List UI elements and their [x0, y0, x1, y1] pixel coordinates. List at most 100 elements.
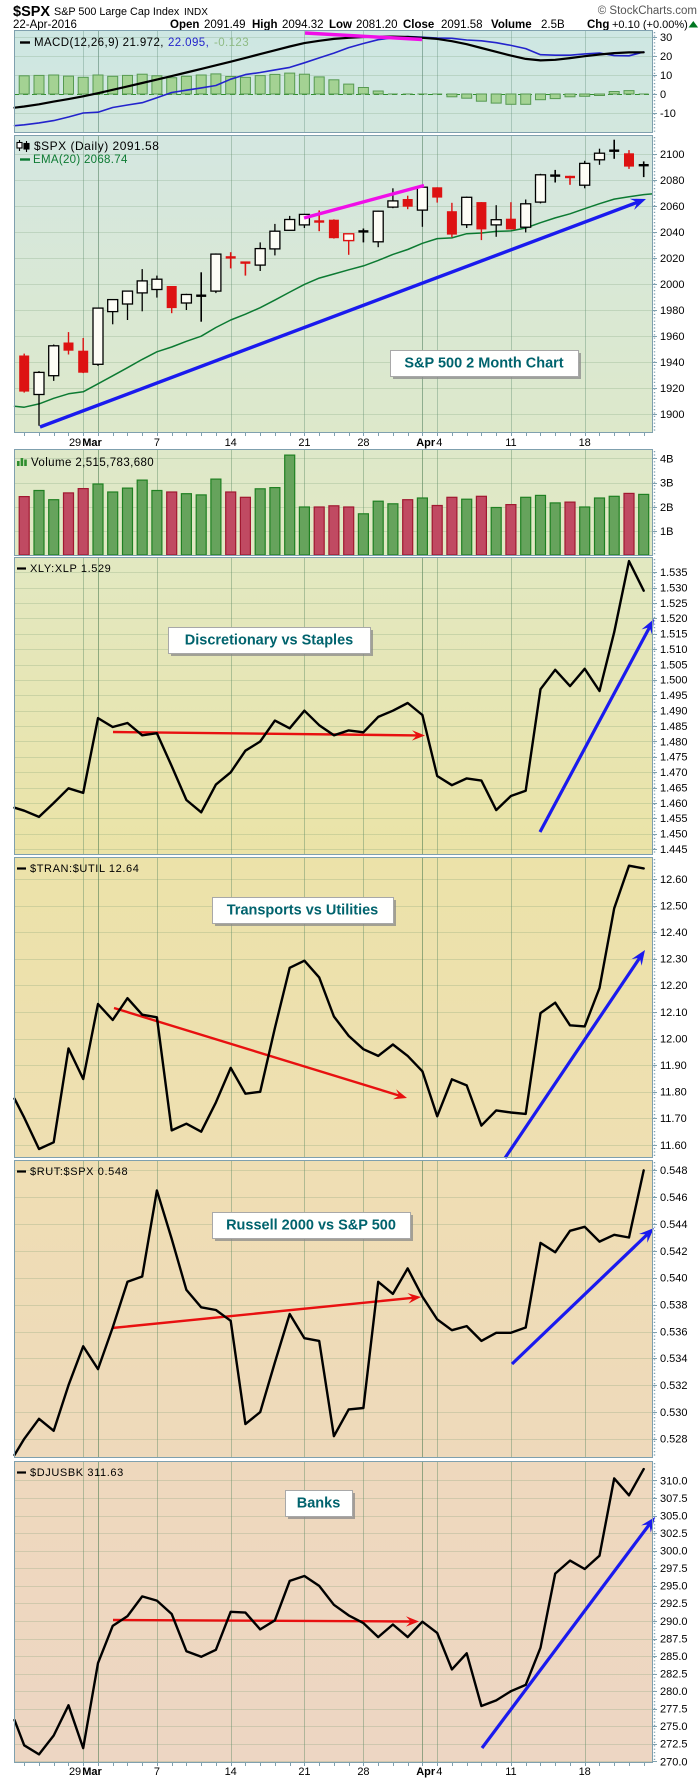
svg-text:277.5: 277.5 [660, 1704, 688, 1716]
svg-text:11: 11 [505, 437, 516, 449]
svg-text:305.0: 305.0 [660, 1510, 688, 1522]
svg-text:Russell 2000 vs S&P 500: Russell 2000 vs S&P 500 [226, 1218, 396, 1234]
svg-text:14: 14 [225, 437, 237, 449]
svg-text:$TRAN:$UTIL 12.64: $TRAN:$UTIL 12.64 [30, 863, 139, 875]
svg-text:0.538: 0.538 [660, 1299, 688, 1311]
svg-text:295.0: 295.0 [660, 1581, 688, 1593]
svg-text:S&P 500 2 Month Chart: S&P 500 2 Month Chart [404, 356, 563, 372]
svg-text:280.0: 280.0 [660, 1686, 688, 1698]
svg-text:3B: 3B [660, 478, 673, 490]
svg-text:12.00: 12.00 [660, 1033, 688, 1045]
svg-text:© StockCharts.com: © StockCharts.com [598, 5, 697, 17]
svg-text:0.536: 0.536 [660, 1326, 688, 1338]
svg-text:-10: -10 [660, 108, 676, 120]
svg-text:12.30: 12.30 [660, 954, 688, 966]
svg-text:Chg: Chg [587, 19, 609, 31]
svg-text:21: 21 [298, 437, 310, 449]
svg-text:$SPX: $SPX [13, 4, 50, 20]
svg-text:30: 30 [660, 32, 672, 44]
svg-text:7: 7 [154, 437, 160, 449]
svg-text:1.465: 1.465 [660, 782, 688, 794]
svg-text:290.0: 290.0 [660, 1616, 688, 1628]
svg-text:INDX: INDX [184, 7, 208, 18]
svg-text:2020: 2020 [660, 253, 684, 265]
svg-text:+0.10 (+0.00%): +0.10 (+0.00%) [612, 19, 688, 31]
svg-text:2060: 2060 [660, 201, 684, 213]
svg-text:EMA(20) 2068.74: EMA(20) 2068.74 [33, 154, 128, 166]
svg-text:Open: Open [170, 19, 199, 31]
svg-text:1900: 1900 [660, 409, 684, 421]
svg-text:1.450: 1.450 [660, 829, 688, 841]
svg-text:Discretionary vs Staples: Discretionary vs Staples [185, 633, 353, 649]
svg-text:1.505: 1.505 [660, 659, 688, 671]
svg-text:1920: 1920 [660, 383, 684, 395]
svg-text:20: 20 [660, 51, 672, 63]
svg-text:0.528: 0.528 [660, 1434, 688, 1446]
svg-text:0.532: 0.532 [660, 1380, 688, 1392]
svg-text:2040: 2040 [660, 227, 684, 239]
svg-text:18: 18 [579, 1766, 591, 1778]
svg-text:12.60: 12.60 [660, 874, 688, 886]
svg-text:29: 29 [69, 1766, 81, 1778]
svg-text:310.0: 310.0 [660, 1475, 688, 1487]
svg-text:0.546: 0.546 [660, 1192, 688, 1204]
svg-text:Mar: Mar [82, 437, 102, 449]
svg-text:1.515: 1.515 [660, 629, 688, 641]
svg-text:Apr: Apr [416, 437, 436, 449]
svg-text:297.5: 297.5 [660, 1563, 688, 1575]
svg-text:Banks: Banks [297, 1496, 341, 1512]
svg-text:0.540: 0.540 [660, 1273, 688, 1285]
svg-text:11.90: 11.90 [660, 1060, 687, 1072]
svg-text:1.445: 1.445 [660, 844, 688, 856]
svg-text:302.5: 302.5 [660, 1528, 688, 1540]
svg-text:287.5: 287.5 [660, 1633, 688, 1645]
svg-text:0.548: 0.548 [660, 1165, 688, 1177]
svg-text:4B: 4B [660, 453, 673, 465]
svg-text:14: 14 [225, 1766, 237, 1778]
svg-text:285.0: 285.0 [660, 1651, 688, 1663]
svg-text:MACD(12,26,9) 21.972,: MACD(12,26,9) 21.972, [34, 37, 164, 49]
svg-text:11.70: 11.70 [660, 1113, 687, 1125]
svg-text:1.455: 1.455 [660, 813, 688, 825]
svg-text:1.510: 1.510 [660, 644, 688, 656]
svg-text:2B: 2B [660, 502, 673, 514]
svg-text:12.10: 12.10 [660, 1007, 688, 1019]
svg-text:0: 0 [660, 89, 666, 101]
svg-text:1.460: 1.460 [660, 798, 688, 810]
svg-text:1.480: 1.480 [660, 736, 688, 748]
svg-text:0.534: 0.534 [660, 1353, 688, 1365]
svg-text:High: High [252, 19, 278, 31]
svg-text:2081.20: 2081.20 [356, 19, 398, 31]
svg-text:0.542: 0.542 [660, 1246, 688, 1258]
svg-text:0.544: 0.544 [660, 1219, 688, 1231]
svg-text:292.5: 292.5 [660, 1598, 688, 1610]
svg-text:28: 28 [357, 1766, 369, 1778]
svg-text:2100: 2100 [660, 149, 684, 161]
svg-text:12.50: 12.50 [660, 900, 688, 912]
svg-text:307.5: 307.5 [660, 1493, 688, 1505]
svg-text:11: 11 [505, 1766, 516, 1778]
svg-text:2000: 2000 [660, 279, 684, 291]
svg-text:1.525: 1.525 [660, 598, 688, 610]
svg-text:1.495: 1.495 [660, 690, 688, 702]
svg-text:2091.49: 2091.49 [204, 19, 246, 31]
svg-text:1.490: 1.490 [660, 706, 688, 718]
svg-text:282.5: 282.5 [660, 1668, 688, 1680]
svg-text:4: 4 [436, 437, 442, 449]
svg-text:1.530: 1.530 [660, 582, 688, 594]
svg-text:4: 4 [436, 1766, 442, 1778]
svg-text:-0.123: -0.123 [214, 37, 249, 49]
svg-text:Low: Low [329, 19, 352, 31]
svg-text:1.475: 1.475 [660, 752, 688, 764]
svg-text:1940: 1940 [660, 357, 684, 369]
svg-text:$RUT:$SPX 0.548: $RUT:$SPX 0.548 [30, 1166, 128, 1178]
svg-text:Mar: Mar [82, 1766, 102, 1778]
svg-text:11.80: 11.80 [660, 1087, 687, 1099]
svg-text:XLY:XLP 1.529: XLY:XLP 1.529 [30, 563, 111, 575]
svg-text:11.60: 11.60 [660, 1140, 687, 1152]
svg-text:S&P 500 Large Cap Index: S&P 500 Large Cap Index [54, 6, 180, 18]
svg-text:Apr: Apr [416, 1766, 436, 1778]
svg-text:18: 18 [579, 437, 591, 449]
svg-text:2094.32: 2094.32 [282, 19, 324, 31]
svg-text:Volume: Volume [491, 19, 532, 31]
